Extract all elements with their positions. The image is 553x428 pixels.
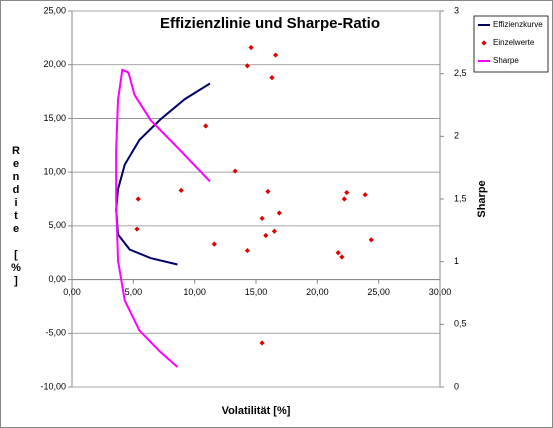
y2-tick-label: 1,5 <box>454 193 467 203</box>
data-point <box>339 254 345 260</box>
data-point <box>276 210 282 216</box>
data-point <box>203 123 209 129</box>
y-axis-label: Rendite [%] <box>10 145 22 288</box>
data-point <box>344 189 350 196</box>
data-point <box>244 247 251 254</box>
data-point <box>248 44 254 51</box>
y-tick-label: 15,00 <box>43 113 66 123</box>
y-tick-label: 0,00 <box>48 274 66 284</box>
legend-label: Einzelwerte <box>493 38 535 47</box>
data-point <box>335 250 341 256</box>
y2-tick-label: 1 <box>454 256 459 266</box>
data-point <box>135 196 141 202</box>
data-point <box>232 168 238 174</box>
y2-tick-label: 0,5 <box>454 319 467 329</box>
y-tick-label: 10,00 <box>43 167 66 177</box>
x-tick-label: 10,00 <box>183 287 206 297</box>
y-tick-label: 25,00 <box>43 5 66 15</box>
data-point <box>271 228 277 234</box>
y2-axis-label: Sharpe <box>476 180 488 217</box>
data-point <box>263 232 269 239</box>
chart-title: Effizienzlinie und Sharpe-Ratio <box>160 15 380 32</box>
data-point <box>265 188 271 195</box>
data-point <box>178 187 184 194</box>
data-point <box>341 196 347 202</box>
data-point <box>259 340 265 346</box>
legend-label: Sharpe <box>493 56 519 65</box>
legend-label: Effizienzkurve <box>493 20 543 29</box>
data-point <box>362 192 368 198</box>
y-tick-label: 20,00 <box>43 59 66 69</box>
data-point <box>211 241 217 247</box>
data-point <box>244 63 251 69</box>
legend-box <box>473 15 549 73</box>
x-tick-label: 25,00 <box>367 287 390 297</box>
x-tick-label: 0,00 <box>63 287 81 297</box>
y-tick-label: 5,00 <box>48 220 66 230</box>
series-line <box>115 68 211 368</box>
x-axis-label: Volatilität [%] <box>222 405 291 417</box>
x-tick-label: 5,00 <box>125 287 143 297</box>
data-point <box>368 237 374 243</box>
y-tick-label: -5,00 <box>45 328 66 338</box>
x-tick-label: 15,00 <box>245 287 268 297</box>
y2-tick-label: 0 <box>454 381 459 391</box>
x-tick-label: 30,00 <box>429 287 452 297</box>
y-tick-label: -10,00 <box>40 381 66 391</box>
y2-tick-label: 3 <box>454 5 459 15</box>
legend-swatch <box>481 40 487 46</box>
data-point <box>259 215 265 221</box>
y2-tick-label: 2 <box>454 131 459 141</box>
series-line <box>115 82 211 266</box>
y2-tick-label: 2,5 <box>454 68 467 78</box>
data-point <box>273 52 279 58</box>
data-point <box>134 226 140 232</box>
x-tick-label: 20,00 <box>306 287 329 297</box>
data-point <box>269 75 275 81</box>
